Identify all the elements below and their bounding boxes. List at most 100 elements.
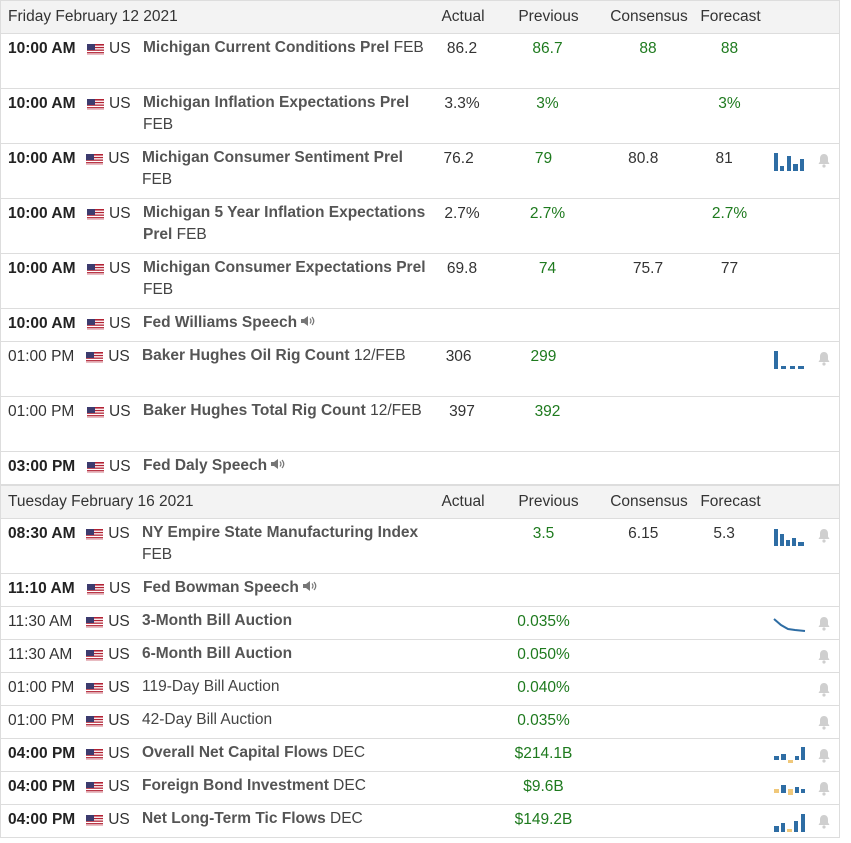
mini-chart[interactable] xyxy=(767,452,823,459)
alert-bell-icon[interactable] xyxy=(817,342,839,371)
event-title[interactable]: Michigan 5 Year Inflation Expectations P… xyxy=(143,199,433,246)
us-flag-icon xyxy=(87,34,109,55)
day-header: Friday February 12 2021 Actual Previous Con… xyxy=(1,0,839,34)
mini-chart[interactable] xyxy=(767,254,823,261)
mini-chart[interactable] xyxy=(767,397,823,404)
alert-bell-icon[interactable] xyxy=(817,519,839,548)
event-name[interactable]: Michigan 5 Year Inflation Expectations P… xyxy=(143,204,426,243)
event-row-fed-williams-speech[interactable]: 10:00 AM US Fed Williams Speech xyxy=(1,309,839,342)
column-header-previous: Previous xyxy=(518,493,579,510)
mini-chart[interactable] xyxy=(761,673,817,680)
alert-bell-icon[interactable] xyxy=(817,144,839,173)
event-title[interactable]: Fed Daly Speech xyxy=(143,452,433,477)
alert-bell-icon[interactable] xyxy=(823,309,839,316)
event-title[interactable]: Net Long-Term Tic Flows DEC xyxy=(142,805,430,830)
event-title[interactable]: Fed Williams Speech xyxy=(143,309,433,334)
event-title[interactable]: Michigan Consumer Expectations Prel FEB xyxy=(143,254,433,301)
event-consensus xyxy=(600,739,687,745)
event-title[interactable]: Michigan Consumer Sentiment Prel FEB xyxy=(142,144,430,191)
alert-bell-icon[interactable] xyxy=(823,574,839,581)
alert-bell-icon[interactable] xyxy=(817,805,839,834)
event-title[interactable]: 119-Day Bill Auction xyxy=(142,673,430,698)
alert-bell-icon[interactable] xyxy=(823,34,839,41)
event-row-foreign-bond-investment[interactable]: 04:00 PM US Foreign Bond Investment DEC $9.… xyxy=(1,772,839,805)
event-title[interactable]: Michigan Current Conditions Prel FEB xyxy=(143,34,433,59)
event-row-baker-hughes-oil-rig-count[interactable]: 01:00 PM US Baker Hughes Oil Rig Count 12/… xyxy=(1,342,839,397)
mini-chart[interactable] xyxy=(761,607,817,639)
event-row-3-month-bill-auction[interactable]: 11:30 AM US 3-Month Bill Auction 0.035% xyxy=(1,607,839,640)
event-name[interactable]: Michigan Consumer Sentiment Prel xyxy=(141,149,403,166)
mini-chart[interactable] xyxy=(767,89,823,96)
mini-chart[interactable] xyxy=(761,805,817,837)
event-title[interactable]: Foreign Bond Investment DEC xyxy=(142,772,430,797)
event-title[interactable]: 3-Month Bill Auction xyxy=(142,607,430,632)
alert-bell-icon[interactable] xyxy=(823,254,839,261)
event-name[interactable]: Fed Williams Speech xyxy=(143,314,298,332)
event-forecast xyxy=(692,309,767,315)
event-title[interactable]: Michigan Inflation Expectations Prel FEB xyxy=(143,89,433,136)
event-row-michigan-5-year-inflation-expectations-prel[interactable]: 10:00 AM US Michigan 5 Year Inflation Expe… xyxy=(1,199,839,254)
alert-bell-icon[interactable] xyxy=(817,739,839,768)
event-name[interactable]: 6-Month Bill Auction xyxy=(141,645,293,662)
event-name[interactable]: Net Long-Term Tic Flows xyxy=(141,810,326,827)
event-title[interactable]: Baker Hughes Total Rig Count 12/FEB xyxy=(143,397,433,422)
event-row-baker-hughes-total-rig-count[interactable]: 01:00 PM US Baker Hughes Total Rig Count 1… xyxy=(1,397,839,452)
mini-chart[interactable] xyxy=(761,144,817,176)
event-name[interactable]: Michigan Consumer Expectations Prel xyxy=(143,259,426,276)
event-row-fed-bowman-speech[interactable]: 11:10 AM US Fed Bowman Speech xyxy=(1,574,839,607)
event-row-net-long-term-tic-flows[interactable]: 04:00 PM US Net Long-Term Tic Flows DEC $14… xyxy=(1,805,839,838)
alert-bell-icon[interactable] xyxy=(817,607,839,636)
event-row-michigan-consumer-sentiment-prel[interactable]: 10:00 AM US Michigan Consumer Sentiment Pr… xyxy=(1,144,839,199)
event-title[interactable]: Overall Net Capital Flows DEC xyxy=(142,739,430,764)
event-country: US xyxy=(108,613,130,630)
event-row-michigan-consumer-expectations-prel[interactable]: 10:00 AM US Michigan Consumer Expectations… xyxy=(1,254,839,309)
event-title[interactable]: 6-Month Bill Auction xyxy=(142,640,430,665)
event-row-michigan-current-conditions-prel[interactable]: 10:00 AM US Michigan Current Conditions Pr… xyxy=(1,34,839,89)
event-name[interactable]: 3-Month Bill Auction xyxy=(141,612,293,629)
event-row-ny-empire-state-manufacturing-index[interactable]: 08:30 AM US NY Empire State Manufacturing … xyxy=(1,519,839,574)
event-row-fed-daly-speech[interactable]: 03:00 PM US Fed Daly Speech xyxy=(1,452,839,485)
event-title[interactable]: NY Empire State Manufacturing Index FEB xyxy=(142,519,430,566)
mini-chart[interactable] xyxy=(761,739,817,771)
mini-chart[interactable] xyxy=(767,574,823,581)
alert-bell-icon[interactable] xyxy=(823,397,839,404)
event-row-overall-net-capital-flows[interactable]: 04:00 PM US Overall Net Capital Flows DEC $… xyxy=(1,739,839,772)
event-actual xyxy=(430,805,488,811)
event-row-6-month-bill-auction[interactable]: 11:30 AM US 6-Month Bill Auction 0.050% xyxy=(1,640,839,673)
event-name[interactable]: 42-Day Bill Auction xyxy=(141,711,273,728)
alert-bell-icon[interactable] xyxy=(823,452,839,459)
alert-bell-icon[interactable] xyxy=(823,89,839,96)
mini-chart[interactable] xyxy=(761,342,817,374)
event-period: 12/FEB xyxy=(370,402,422,419)
mini-chart[interactable] xyxy=(767,309,823,316)
event-name[interactable]: Overall Net Capital Flows xyxy=(141,744,329,761)
mini-chart[interactable] xyxy=(761,772,817,804)
event-title[interactable]: Fed Bowman Speech xyxy=(143,574,433,599)
mini-chart[interactable] xyxy=(761,706,817,713)
event-name[interactable]: Baker Hughes Total Rig Count xyxy=(143,402,366,419)
event-name[interactable]: Foreign Bond Investment xyxy=(141,777,329,794)
event-title[interactable]: Baker Hughes Oil Rig Count 12/FEB xyxy=(142,342,430,367)
alert-bell-icon[interactable] xyxy=(817,706,839,735)
mini-chart[interactable] xyxy=(761,519,817,551)
mini-chart[interactable] xyxy=(767,34,823,41)
speaker-icon xyxy=(302,577,317,599)
event-row-michigan-inflation-expectations-prel[interactable]: 10:00 AM US Michigan Inflation Expectation… xyxy=(1,89,839,144)
alert-bell-icon[interactable] xyxy=(817,772,839,801)
mini-chart[interactable] xyxy=(767,199,823,206)
event-name[interactable]: NY Empire State Manufacturing Index xyxy=(141,524,419,541)
event-name[interactable]: Michigan Inflation Expectations Prel xyxy=(143,94,410,111)
alert-bell-icon[interactable] xyxy=(817,673,839,702)
event-name[interactable]: Fed Daly Speech xyxy=(143,457,268,475)
column-header-forecast: Forecast xyxy=(700,493,761,510)
event-title[interactable]: 42-Day Bill Auction xyxy=(142,706,430,731)
event-name[interactable]: Fed Bowman Speech xyxy=(143,579,299,597)
event-row-42-day-bill-auction[interactable]: 01:00 PM US 42-Day Bill Auction 0.035% xyxy=(1,706,839,739)
event-row-119-day-bill-auction[interactable]: 01:00 PM US 119-Day Bill Auction 0.040% xyxy=(1,673,839,706)
alert-bell-icon[interactable] xyxy=(823,199,839,206)
event-name[interactable]: Baker Hughes Oil Rig Count xyxy=(141,347,350,364)
alert-bell-icon[interactable] xyxy=(817,640,839,669)
event-name[interactable]: 119-Day Bill Auction xyxy=(141,678,280,695)
mini-chart[interactable] xyxy=(761,640,817,647)
event-name[interactable]: Michigan Current Conditions Prel xyxy=(143,39,390,56)
